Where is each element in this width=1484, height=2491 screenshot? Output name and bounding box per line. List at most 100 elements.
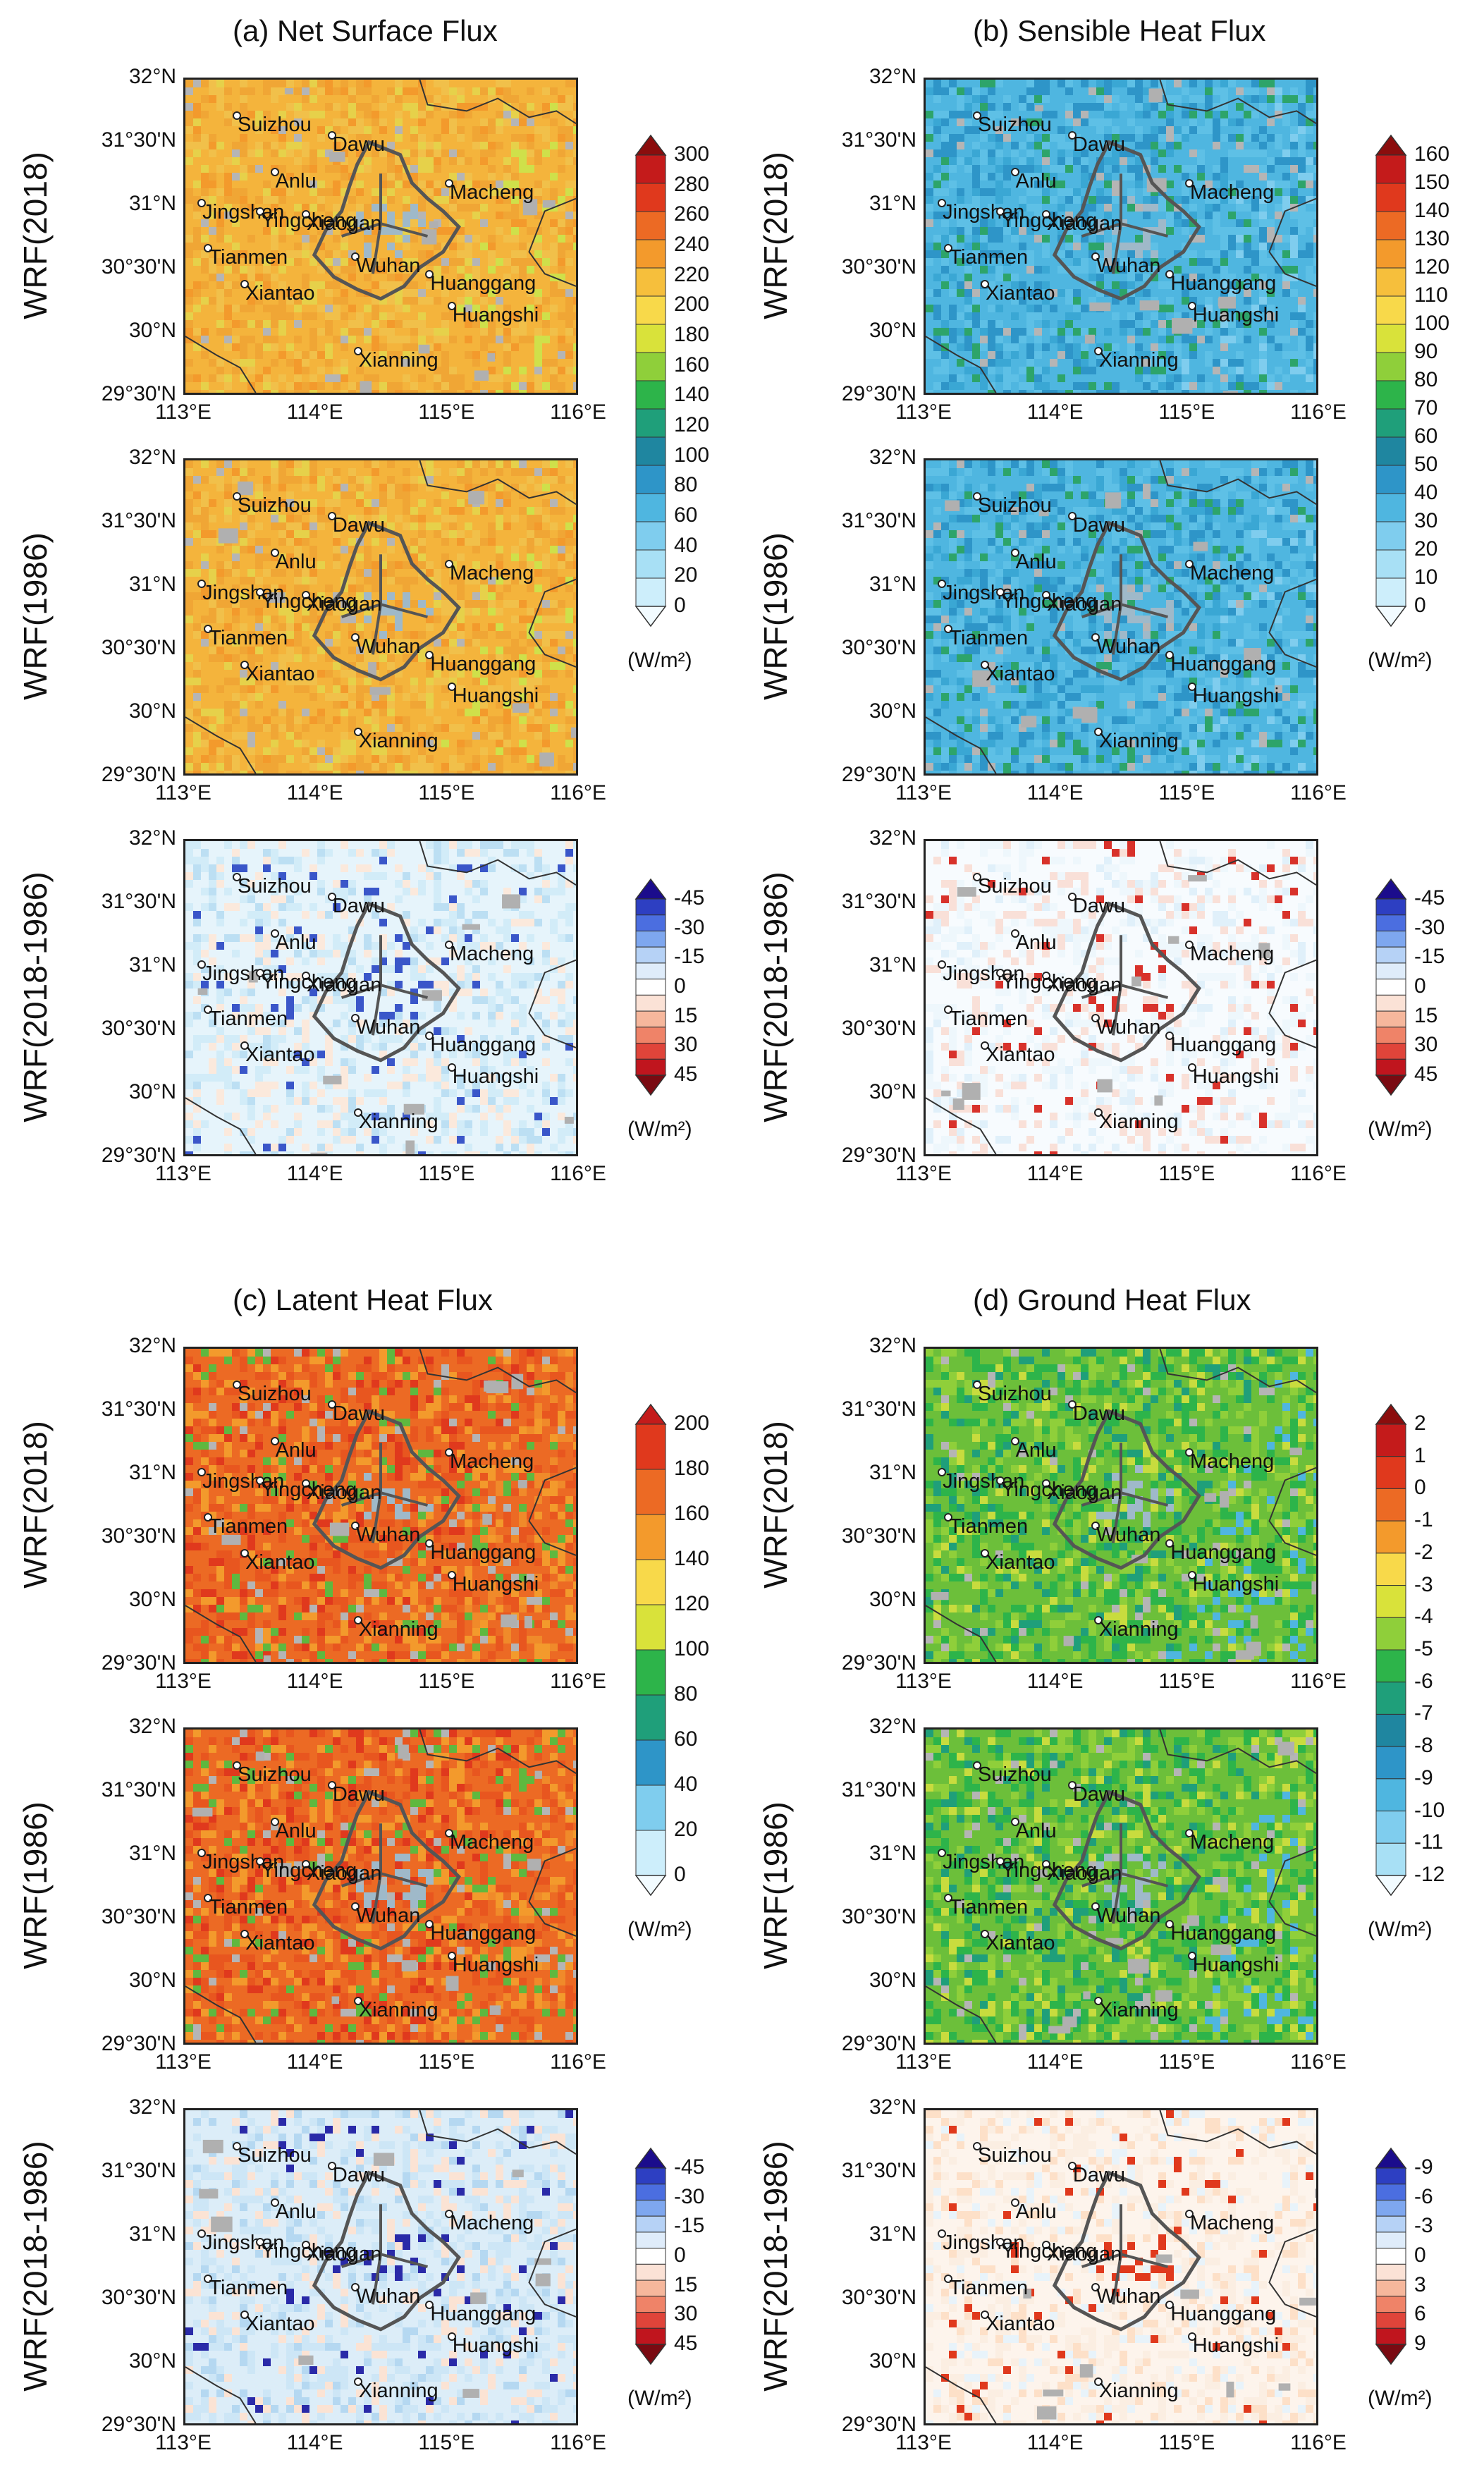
- map-a-diff: Suizhou Dawu Anlu Jingshan Xiaogan Macheng Yin…: [183, 839, 578, 1156]
- colorbar-tick-label: 40: [1414, 481, 1438, 504]
- city-marker-icon: [197, 1849, 207, 1858]
- lat-tick-label: 31°N: [869, 1842, 916, 1865]
- city-marker-icon: [270, 1817, 279, 1826]
- city-label: Dawu: [332, 2164, 385, 2187]
- field-a-y1986: [185, 460, 576, 773]
- lon-tick-label: 113°E: [155, 2050, 211, 2074]
- field-d-y1986: [926, 1730, 1316, 2043]
- panel-title-b: (b) Sensible Heat Flux: [973, 14, 1266, 47]
- city-marker-icon: [204, 624, 213, 633]
- city-label: Dawu: [332, 895, 385, 918]
- city-label: Xiaogan: [306, 593, 382, 616]
- city-marker-icon: [1165, 1539, 1175, 1548]
- colorbar-tick-label: 0: [674, 594, 686, 617]
- city-marker-icon: [447, 2332, 456, 2341]
- map-a-y1986: Suizhou Dawu Anlu Jingshan Xiaogan Macheng Yin…: [183, 458, 578, 776]
- city-label: Jingshan: [202, 2232, 285, 2255]
- city-marker-icon: [1041, 210, 1050, 219]
- city-marker-icon: [353, 727, 362, 736]
- city-marker-icon: [1187, 301, 1196, 310]
- lon-tick-label: 115°E: [418, 2431, 475, 2454]
- lat-tick-label: 32°N: [128, 2095, 176, 2119]
- lat-tick-label: 30°30'N: [841, 1017, 916, 1040]
- city-label: Wuhan: [356, 635, 421, 659]
- city-label: Xianning: [1098, 348, 1179, 372]
- lon-tick-label: 116°E: [1290, 1162, 1347, 1185]
- city-marker-icon: [1067, 1781, 1077, 1790]
- lat-tick-label: 29°30'N: [101, 1651, 176, 1675]
- colorbar-d-diff: [1375, 2147, 1407, 2365]
- colorbar-tick-label: -45: [674, 886, 705, 910]
- city-label: Jingshan: [943, 1851, 1025, 1874]
- city-marker-icon: [197, 580, 207, 589]
- city-label: Jingshan: [943, 582, 1025, 605]
- city-marker-icon: [425, 270, 434, 279]
- row-label-y1986: WRF(1986): [17, 1801, 54, 1969]
- colorbar-unit: (W/m²): [1368, 1918, 1433, 1941]
- city-label: Macheng: [1190, 180, 1275, 204]
- city-label: Xiantao: [245, 282, 315, 305]
- lon-tick-label: 113°E: [895, 400, 952, 424]
- row-label-diff: WRF(2018-1986): [17, 2141, 54, 2392]
- colorbar-tick-label: 45: [1414, 1063, 1438, 1086]
- row-label-y2018: WRF(2018): [757, 152, 794, 319]
- colorbar-tick-label: -30: [1414, 915, 1445, 939]
- city-marker-icon: [256, 1857, 265, 1866]
- lat-tick-label: 30°30'N: [841, 2286, 916, 2309]
- city-label: Wuhan: [1096, 635, 1161, 659]
- city-marker-icon: [301, 2241, 310, 2250]
- city-label: Yingcheng: [1001, 209, 1098, 233]
- lon-tick-label: 116°E: [1290, 1670, 1347, 1693]
- colorbar-tick-label: -1: [1414, 1508, 1433, 1532]
- panel-title-a: (a) Net Surface Flux: [233, 14, 498, 47]
- lat-tick-label: 29°30'N: [841, 382, 916, 405]
- lon-tick-label: 114°E: [1026, 400, 1084, 424]
- colorbar-tick-label: 0: [1414, 974, 1426, 998]
- city-label: Suizhou: [978, 874, 1052, 898]
- city-label: Anlu: [275, 931, 317, 954]
- colorbar-tick-label: 0: [674, 2244, 686, 2267]
- city-label: Wuhan: [1096, 1524, 1161, 1547]
- city-label: Tianmen: [949, 1895, 1029, 1918]
- city-label: Xiaogan: [306, 212, 382, 235]
- city-marker-icon: [938, 199, 947, 208]
- city-label: Xianning: [1098, 1617, 1179, 1641]
- lat-tick-label: 31°30'N: [101, 128, 176, 152]
- lat-tick-label: 29°30'N: [841, 1144, 916, 1167]
- city-marker-icon: [351, 1902, 360, 1911]
- city-marker-icon: [1165, 1032, 1175, 1041]
- city-marker-icon: [270, 1436, 279, 1445]
- field-a-diff: [185, 841, 576, 1154]
- lon-tick-label: 115°E: [418, 1670, 475, 1693]
- city-label: Wuhan: [1096, 2285, 1161, 2308]
- city-label: Huanggang: [430, 1034, 536, 1057]
- city-label: Huangshi: [1192, 684, 1280, 707]
- city-marker-icon: [996, 2238, 1005, 2247]
- lon-tick-label: 113°E: [155, 1670, 211, 1693]
- city-label: Xiantao: [986, 1551, 1055, 1574]
- city-marker-icon: [327, 1781, 336, 1790]
- city-marker-icon: [1010, 1817, 1019, 1826]
- city-marker-icon: [1187, 2332, 1196, 2341]
- city-marker-icon: [425, 651, 434, 660]
- city-label: Dawu: [332, 1783, 385, 1806]
- city-label: Xianning: [1098, 1110, 1179, 1133]
- colorbar-tick-label: -5: [1414, 1637, 1433, 1660]
- colorbar-tick-label: -6: [1414, 1669, 1433, 1693]
- lat-tick-label: 30°N: [869, 319, 916, 342]
- lon-tick-label: 114°E: [1026, 2431, 1084, 2454]
- city-label: Jingshan: [943, 2232, 1025, 2255]
- lon-tick-label: 116°E: [1290, 2431, 1347, 2454]
- city-label: Suizhou: [978, 494, 1052, 517]
- city-label: Yingcheng: [1001, 1859, 1098, 1883]
- colorbar-tick-label: 0: [674, 974, 686, 998]
- city-marker-icon: [425, 1539, 434, 1548]
- colorbar-tick-label: 280: [674, 172, 710, 196]
- city-label: Anlu: [1015, 2200, 1057, 2223]
- city-label: Dawu: [1072, 1783, 1125, 1806]
- city-label: Anlu: [1015, 169, 1057, 192]
- city-marker-icon: [1041, 2241, 1050, 2250]
- colorbar-unit: (W/m²): [627, 1118, 692, 1141]
- city-marker-icon: [944, 1005, 953, 1014]
- city-marker-icon: [353, 2377, 362, 2386]
